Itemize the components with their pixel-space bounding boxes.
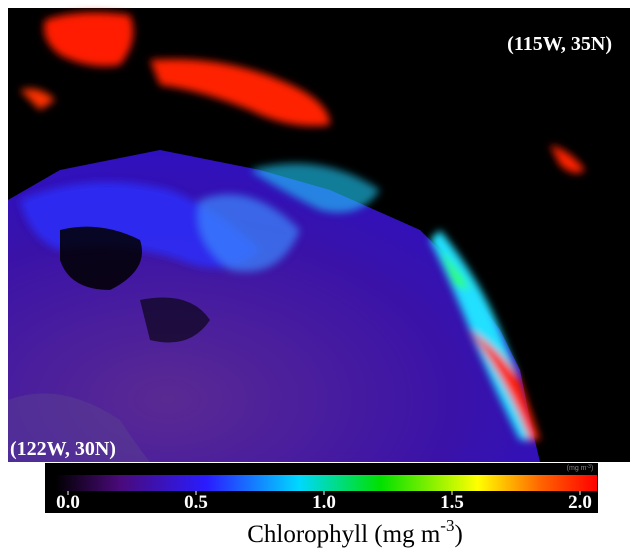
colorbar-tick-label: 2.0 xyxy=(568,492,592,513)
corner-label: (115W, 35N) xyxy=(507,33,612,55)
corner-label: (122W, 30N) xyxy=(10,438,116,460)
colorbar-label: Chlorophyll (mg m-3) xyxy=(247,516,463,548)
colorbar-tick-label: 0.5 xyxy=(184,492,208,513)
colorbar-unit: (mg m-3) xyxy=(567,464,594,472)
colorbar-tick-label: 1.5 xyxy=(440,492,464,513)
satellite-image: (115W, 35N) (122W, 30N) xyxy=(8,8,630,462)
colorbar-tick-label: 1.0 xyxy=(312,492,336,513)
colorbar-gradient xyxy=(55,475,597,491)
colorbar: (mg m-3) 0.0 0.5 1.0 1.5 2.0 xyxy=(45,463,598,513)
colorbar-tick-label: 0.0 xyxy=(56,492,80,513)
